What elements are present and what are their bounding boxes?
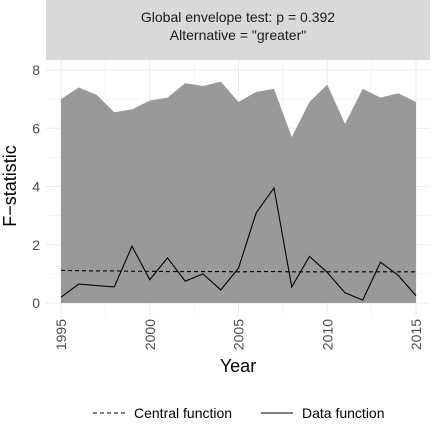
series-line-central-function	[60, 269, 416, 273]
y-tick-label: 0	[32, 295, 40, 311]
y-tick-label: 4	[32, 179, 40, 195]
x-tick-label: 2000	[142, 319, 158, 350]
series-lines	[60, 186, 417, 301]
y-axis-ticks: 0 2 4 6 8	[32, 62, 40, 311]
facet-title-line-1: Global envelope test: p = 0.392	[141, 9, 335, 25]
facet-title-line-2: Alternative = "greater"	[170, 27, 306, 43]
x-axis-ticks: 1995 2000 2005 2010 2015	[53, 319, 424, 350]
y-axis-title: F−statistic	[0, 145, 20, 227]
envelope-area	[61, 81, 416, 304]
legend: Central function Data function	[93, 405, 385, 421]
x-axis-title: Year	[220, 356, 256, 376]
x-tick-label: 2010	[319, 319, 335, 350]
facet-strip	[46, 0, 430, 60]
legend-label-central: Central function	[134, 405, 232, 421]
legend-label-data: Data function	[302, 405, 385, 421]
y-tick-label: 2	[32, 237, 40, 253]
x-tick-label: 1995	[53, 319, 69, 350]
x-tick-label: 2015	[408, 319, 424, 350]
y-tick-label: 8	[32, 62, 40, 78]
x-tick-label: 2005	[231, 319, 247, 350]
y-tick-label: 6	[32, 120, 40, 136]
series-line-data-function	[60, 186, 417, 301]
